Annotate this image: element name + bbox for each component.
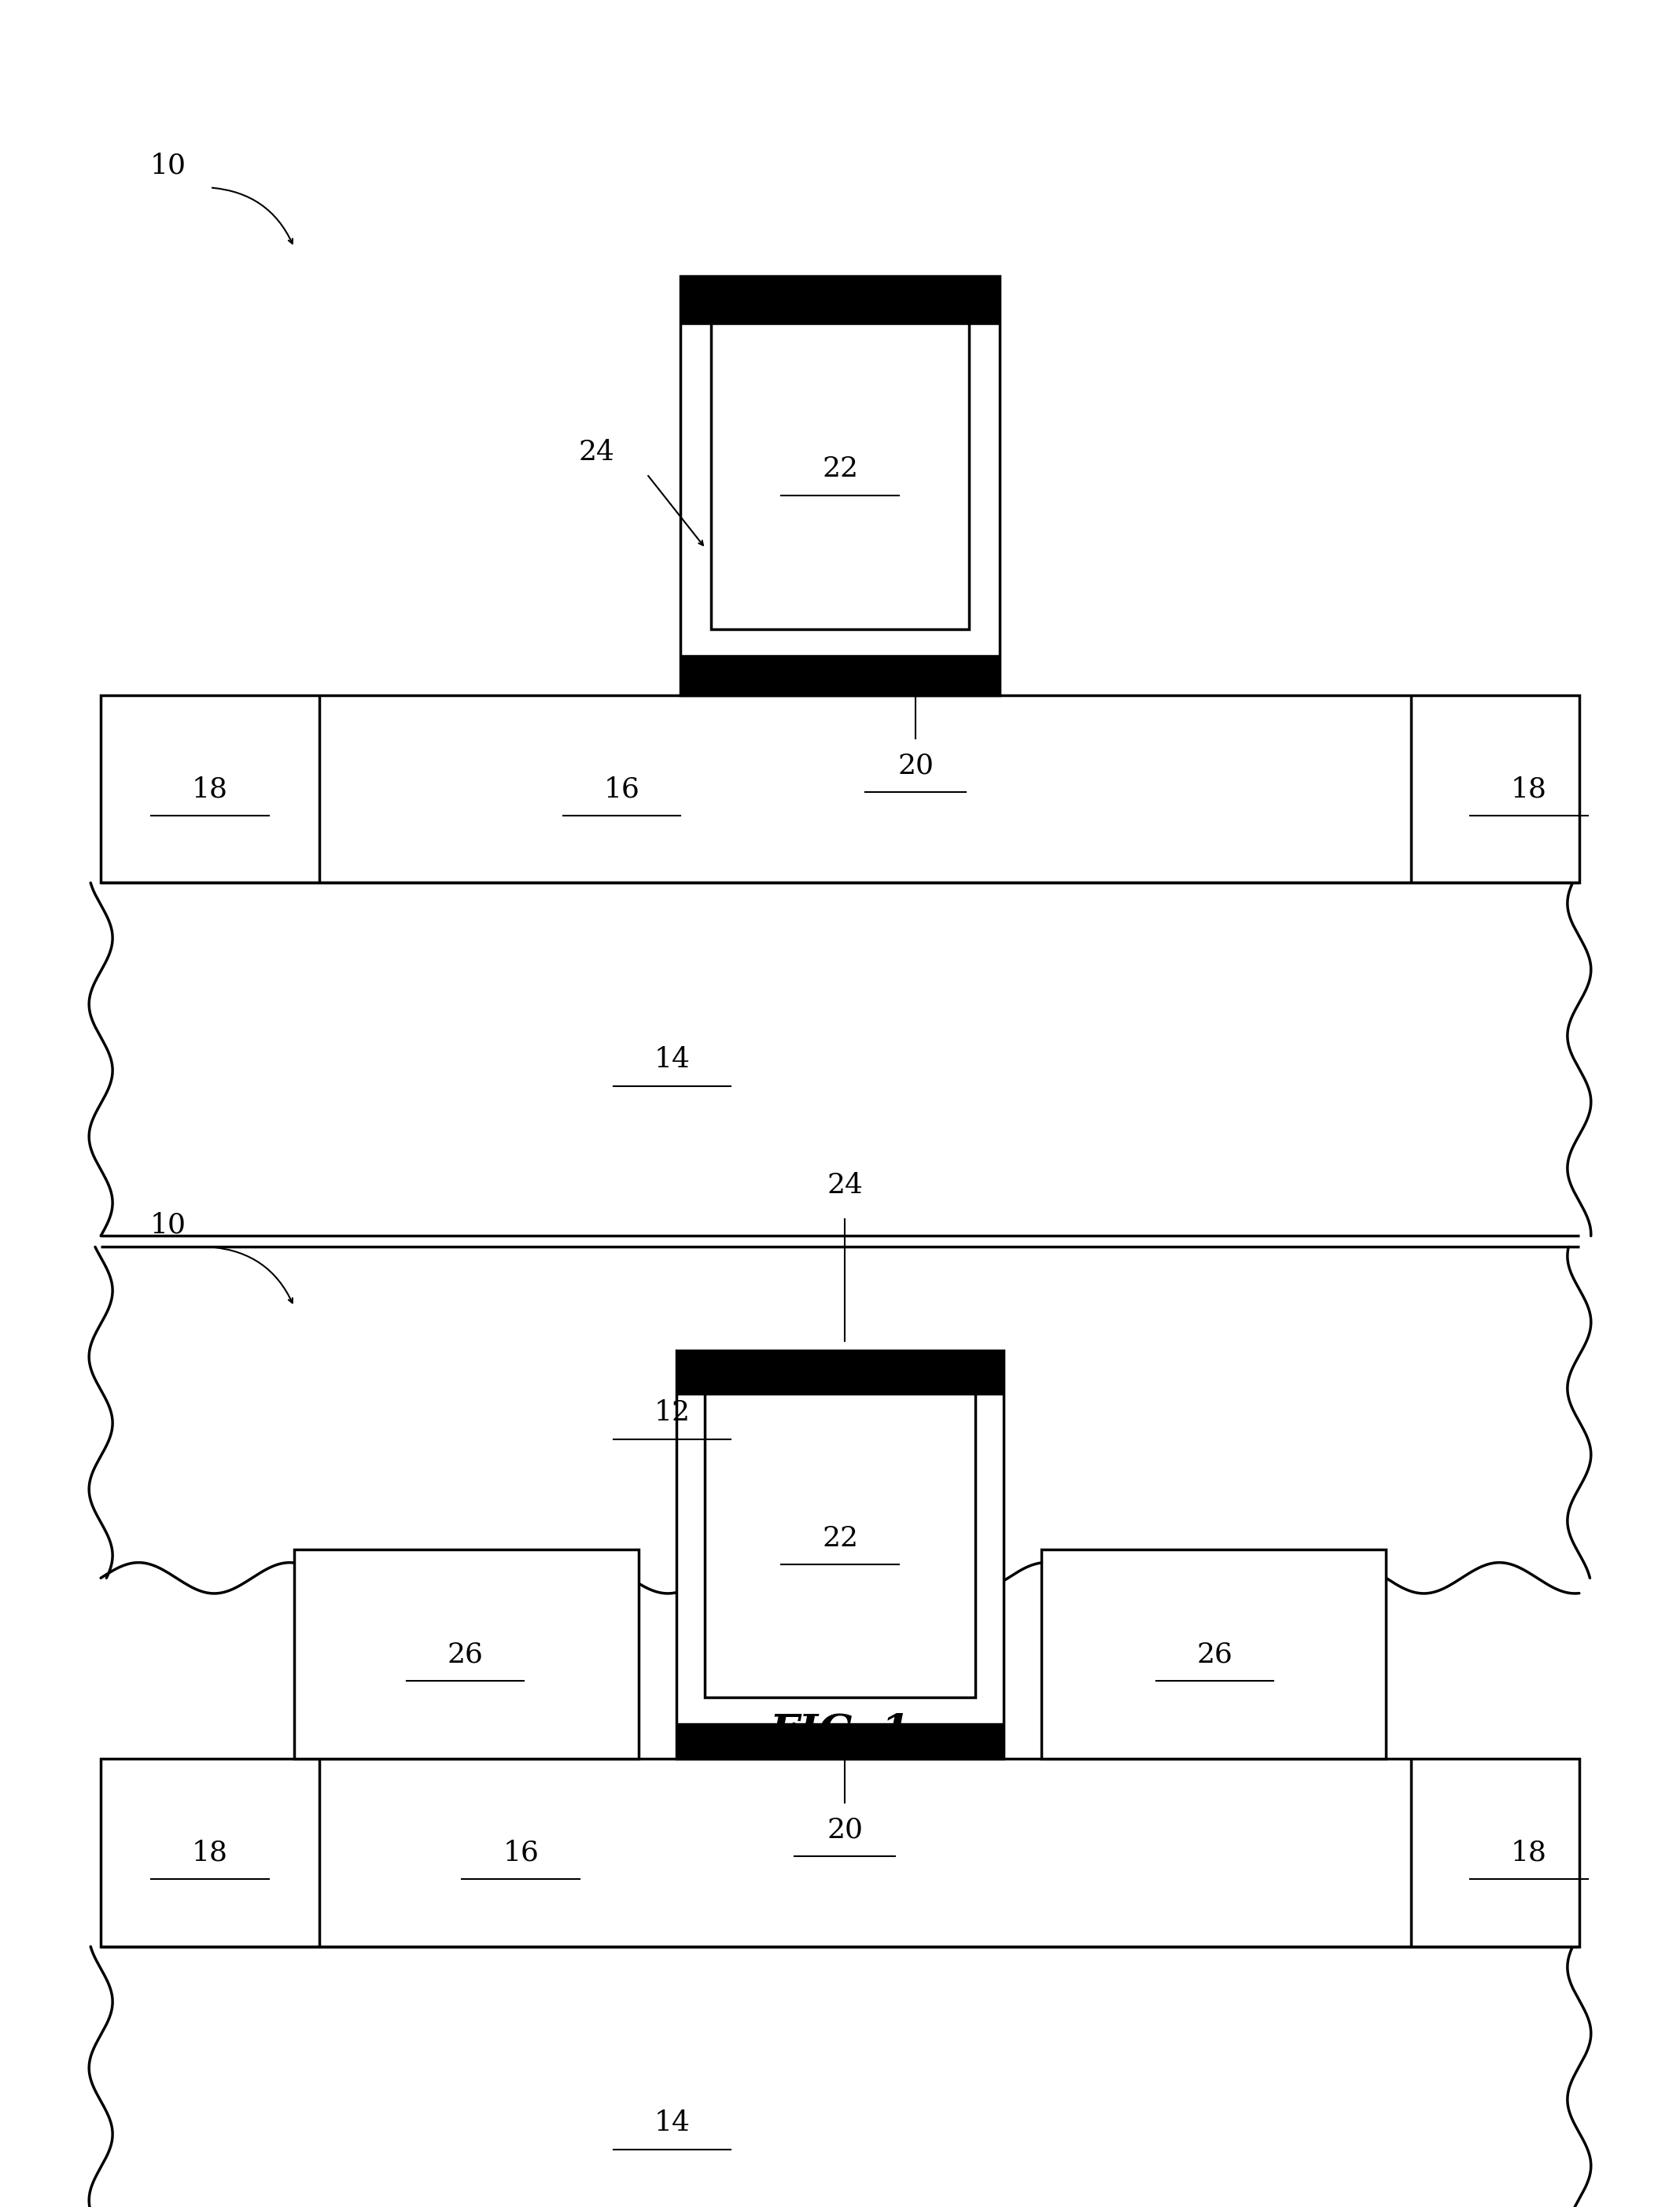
Text: 24: 24 [578,439,615,466]
Text: FIG. 1: FIG. 1 [769,1713,911,1752]
Text: 22: 22 [822,1525,858,1552]
Text: 16: 16 [502,1838,539,1867]
Text: 20: 20 [897,753,934,779]
Bar [1042,1549,1386,1759]
Text: 26: 26 [447,1640,484,1668]
Text: 16: 16 [603,775,640,803]
Text: 14: 14 [654,2110,690,2136]
Text: 24: 24 [827,1172,864,1198]
Bar [101,695,1579,883]
Bar [101,1759,1579,1947]
Text: 10: 10 [150,152,186,179]
Text: 22: 22 [822,455,858,483]
Text: 18: 18 [192,775,228,803]
Text: 18: 18 [192,1838,228,1867]
Bar [680,276,1000,695]
Text: 26: 26 [1196,1640,1233,1668]
Bar [675,1351,1003,1759]
Bar [711,309,969,629]
Text: 20: 20 [827,1816,864,1843]
Text: 12: 12 [654,1399,690,1426]
Text: 18: 18 [1510,775,1547,803]
Bar [706,1379,974,1697]
Text: 18: 18 [1510,1838,1547,1867]
Text: 14: 14 [654,1046,690,1073]
Bar [294,1549,638,1759]
Text: 10: 10 [150,1212,186,1238]
